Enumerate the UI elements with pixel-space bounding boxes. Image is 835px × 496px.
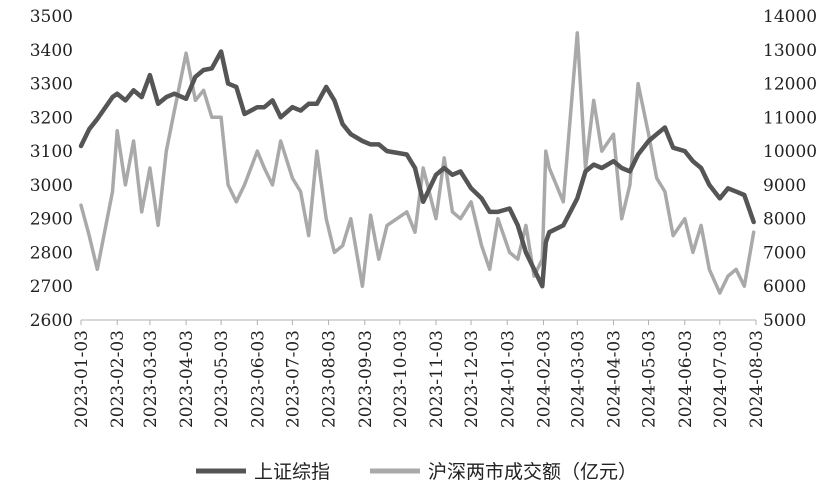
x-tick-label: 2024-01-03 xyxy=(498,330,518,428)
left-tick-label: 2600 xyxy=(30,311,73,331)
x-tick-label: 2023-01-03 xyxy=(72,330,92,428)
series-line-volume xyxy=(79,31,756,295)
right-tick-label: 5000 xyxy=(763,311,806,331)
x-tick-label: 2024-03-03 xyxy=(568,330,588,428)
x-axis-ticks: 2023-01-03 2023-02-03 2023-03-03 2023-04-03… xyxy=(72,320,767,428)
x-tick-label: 2023-02-03 xyxy=(108,330,128,428)
x-tick-label: 2023-09-03 xyxy=(356,330,376,428)
right-tick-label: 9000 xyxy=(763,176,806,196)
x-tick-label: 2024-06-03 xyxy=(676,330,696,428)
right-tick-label: 12000 xyxy=(763,75,817,95)
left-tick-label: 2700 xyxy=(30,277,73,297)
x-tick-label: 2024-07-03 xyxy=(711,330,731,428)
x-tick-label: 2023-11-03 xyxy=(427,330,447,428)
x-tick-label: 2023-07-03 xyxy=(283,330,303,428)
left-tick-label: 3300 xyxy=(30,75,73,95)
right-tick-label: 13000 xyxy=(763,41,817,61)
x-tick-label: 2023-05-03 xyxy=(212,330,232,428)
left-tick-label: 3400 xyxy=(30,41,73,61)
x-tick-label: 2024-04-03 xyxy=(605,330,625,428)
x-tick-label: 2023-10-03 xyxy=(391,330,411,428)
x-tick-label: 2023-03-03 xyxy=(141,330,161,428)
legend: 上证综指 沪深两市成交额（亿元） xyxy=(196,461,637,483)
right-tick-label: 6000 xyxy=(763,277,806,297)
x-tick-label: 2024-08-03 xyxy=(747,330,767,428)
x-tick-label: 2023-06-03 xyxy=(248,330,268,428)
right-tick-label: 10000 xyxy=(763,142,817,162)
right-axis-ticks: 5000 6000 7000 8000 9000 10000 11000 12000 13000… xyxy=(763,7,817,331)
x-tick-label: 2023-12-03 xyxy=(462,330,482,428)
left-tick-label: 2900 xyxy=(30,210,73,230)
right-tick-label: 8000 xyxy=(763,210,806,230)
left-tick-label: 3200 xyxy=(30,108,73,128)
right-tick-label: 14000 xyxy=(763,7,817,27)
x-tick-label: 2023-04-03 xyxy=(177,330,197,428)
legend-label-volume: 沪深两市成交额（亿元） xyxy=(428,461,637,483)
left-axis-ticks: 2600 2700 2800 2900 3000 3100 3200 3300 3400 3500 xyxy=(30,7,73,331)
left-tick-label: 2800 xyxy=(30,243,73,263)
legend-label-shanghai: 上证综指 xyxy=(254,461,330,483)
x-tick-label: 2024-05-03 xyxy=(640,330,660,428)
left-tick-label: 3000 xyxy=(30,176,73,196)
x-tick-label: 2023-08-03 xyxy=(320,330,340,428)
right-tick-label: 11000 xyxy=(763,108,817,128)
series-line-shanghai xyxy=(78,49,756,289)
series-layer xyxy=(78,31,756,295)
right-tick-label: 7000 xyxy=(763,243,806,263)
left-tick-label: 3500 xyxy=(30,7,73,27)
left-tick-label: 3100 xyxy=(30,142,73,162)
x-tick-label: 2024-02-03 xyxy=(534,330,554,428)
